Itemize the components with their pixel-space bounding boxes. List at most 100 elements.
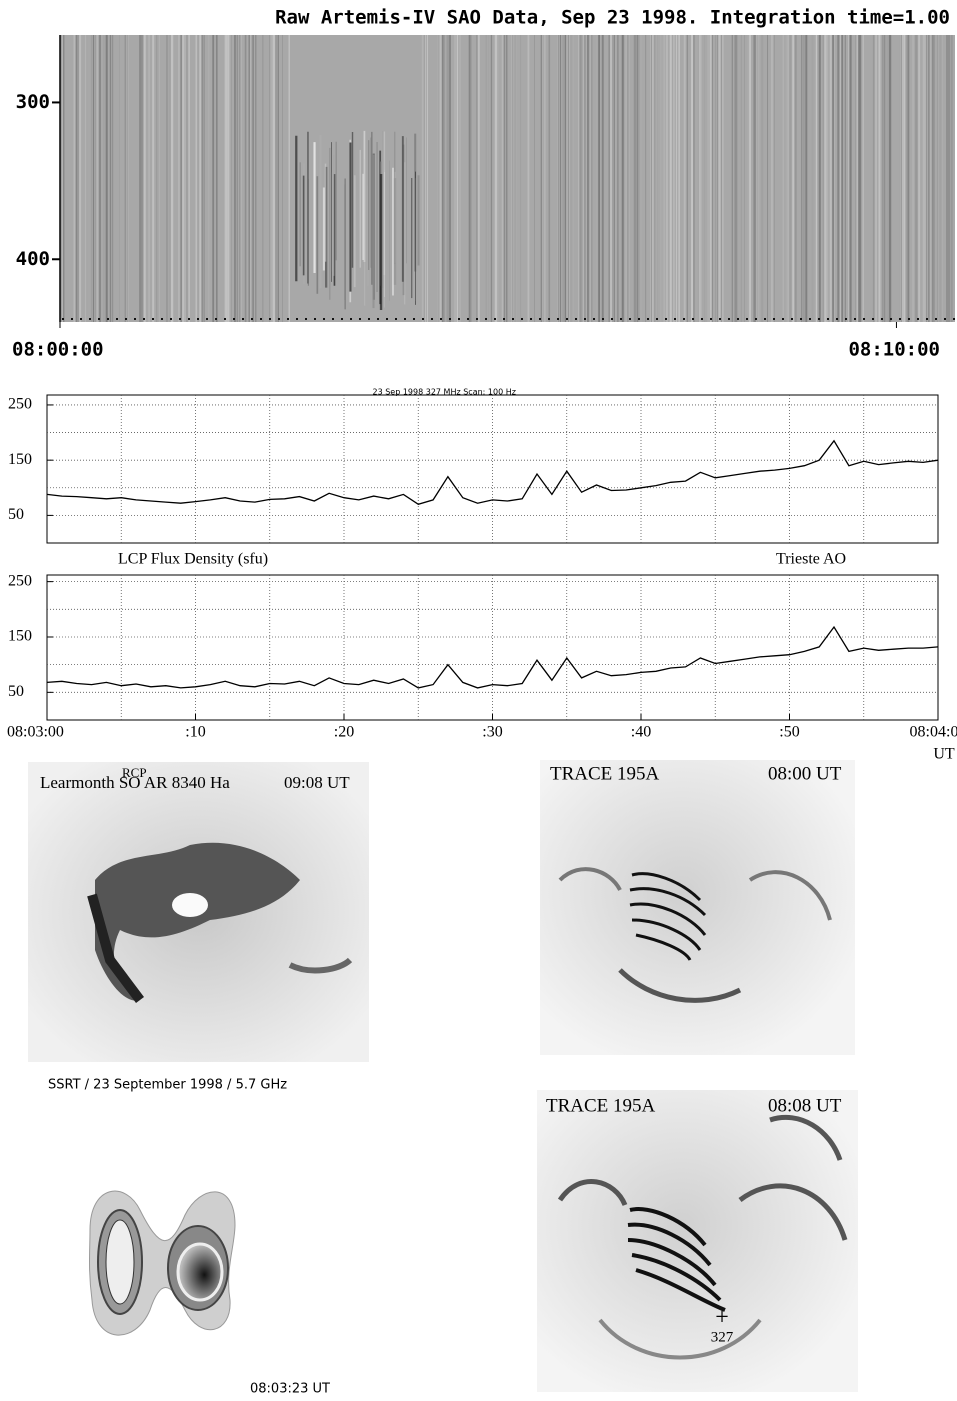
- y-tick-label: 300: [16, 91, 50, 113]
- ssrt-time: 08:03:23 UT: [250, 1382, 330, 1397]
- flux-line: [46, 439, 939, 506]
- spectrogram-dot: [467, 318, 469, 320]
- spectrogram-dot: [71, 318, 73, 320]
- spectrogram-dot: [395, 318, 397, 320]
- spectrogram-dot: [881, 318, 883, 320]
- halpha-overlay: RCP: [122, 765, 147, 780]
- spectrogram-dot: [206, 318, 208, 320]
- halpha-bright: [172, 893, 208, 917]
- spectrogram-dot: [512, 318, 514, 320]
- spectrogram-dot: [80, 318, 82, 320]
- x-tick-label: 08:00:00: [12, 339, 104, 361]
- spectrogram-dot: [809, 318, 811, 320]
- spectrogram-dot: [305, 318, 307, 320]
- spectrogram-dot: [161, 318, 163, 320]
- trace-features: [557, 1114, 848, 1241]
- spectrogram-dot: [647, 318, 649, 320]
- trace-arc: [618, 968, 742, 1003]
- trace-marker: +: [715, 1305, 729, 1331]
- trace-loops: [627, 1207, 726, 1312]
- spectrogram-dot: [116, 318, 118, 320]
- spectrogram-dot: [269, 318, 271, 320]
- x-tick-label: 08:03:00: [7, 724, 64, 741]
- spectrogram-dot: [611, 318, 613, 320]
- spectrogram-dot: [755, 318, 757, 320]
- spectrogram-dot: [278, 318, 280, 320]
- ssrt-caption: SSRT / 23 September 1998 / 5.7 GHz: [48, 1078, 287, 1093]
- spectrogram-dot: [98, 318, 100, 320]
- spectrogram-dot: [179, 318, 181, 320]
- spectrogram-dot: [791, 318, 793, 320]
- spectrogram-dot: [593, 318, 595, 320]
- spectrogram-dot: [539, 318, 541, 320]
- ssrt-source-core: [105, 1219, 135, 1305]
- spectrogram-dot: [719, 318, 721, 320]
- spectrogram-dot: [629, 318, 631, 320]
- spectrogram-dot: [494, 318, 496, 320]
- chart-subtitle: 23 Sep 1998 327 MHz Scan: 100 Hz: [373, 388, 516, 397]
- light-curve-rcp: 50 150 250 08:03:00:10:20:30:40:50 08:04:00 U…: [7, 572, 957, 762]
- spectrogram-dot: [683, 318, 685, 320]
- spectrogram-dot: [584, 318, 586, 320]
- y-tick-label: 250: [8, 396, 32, 413]
- spectrogram-dot: [413, 318, 415, 320]
- spectrogram-dot: [908, 318, 910, 320]
- spectrogram-dot: [296, 318, 298, 320]
- spectrogram-dot: [917, 318, 919, 320]
- spectrogram-dot: [62, 318, 64, 320]
- spectrogram-dot: [341, 318, 343, 320]
- trace-time: 08:08 UT: [768, 1095, 842, 1116]
- halpha-region: [95, 842, 300, 1001]
- axis-label: UT: [933, 746, 955, 763]
- spectrogram-dot: [836, 318, 838, 320]
- trace-time: 08:00 UT: [768, 763, 842, 784]
- spectrogram-dot: [638, 318, 640, 320]
- trace-panel: TRACE 195A 08:08 UT + 327: [537, 1090, 858, 1392]
- spectrogram-dot: [386, 318, 388, 320]
- x-tick-label: :40: [631, 724, 651, 741]
- spectrogram-dot: [665, 318, 667, 320]
- spectrogram-dot: [404, 318, 406, 320]
- trace-title: TRACE 195A: [550, 763, 660, 784]
- spectrogram-dot: [152, 318, 154, 320]
- spectrogram-dot: [872, 318, 874, 320]
- spectrogram-dot: [890, 318, 892, 320]
- spectrogram-dot: [170, 318, 172, 320]
- spectrogram-dot: [530, 318, 532, 320]
- spectrogram-dot: [521, 318, 523, 320]
- spectrogram-dot: [656, 318, 658, 320]
- y-tick-label: 250: [8, 572, 32, 589]
- y-tick-label: 50: [8, 683, 24, 700]
- spectrogram-dot: [827, 318, 829, 320]
- spectrogram-axes: 300 400 08:00:00 08:10:00: [12, 35, 940, 361]
- trace-image: [537, 1090, 858, 1392]
- spectrogram-dot: [476, 318, 478, 320]
- spectrogram-dot: [935, 318, 937, 320]
- x-tick-label: 08:04:00: [910, 724, 957, 741]
- spectrogram-dot: [359, 318, 361, 320]
- trace-arc: [598, 1318, 762, 1360]
- flux-line: [46, 625, 939, 689]
- spectrogram-dot: [548, 318, 550, 320]
- spectrogram-dot: [197, 318, 199, 320]
- spectrogram: [59, 35, 955, 322]
- x-tick-label: :20: [334, 724, 354, 741]
- spectrogram-dot: [692, 318, 694, 320]
- spectrogram-dot: [224, 318, 226, 320]
- spectrogram-dot: [260, 318, 262, 320]
- y-tick-label: 400: [16, 248, 50, 270]
- spectrogram-dot: [764, 318, 766, 320]
- spectrogram-dot: [287, 318, 289, 320]
- halpha-title: Learmonth SO AR 8340 Ha: [40, 773, 230, 792]
- spectrogram-dot: [701, 318, 703, 320]
- x-tick-label: :50: [779, 724, 799, 741]
- spectrogram-dot: [710, 318, 712, 320]
- spectrogram-dot: [674, 318, 676, 320]
- spectrogram-dot: [746, 318, 748, 320]
- x-tick-label: :30: [482, 724, 502, 741]
- spectrogram-dot: [422, 318, 424, 320]
- spectrogram-dot: [602, 318, 604, 320]
- spectrogram-dot: [782, 318, 784, 320]
